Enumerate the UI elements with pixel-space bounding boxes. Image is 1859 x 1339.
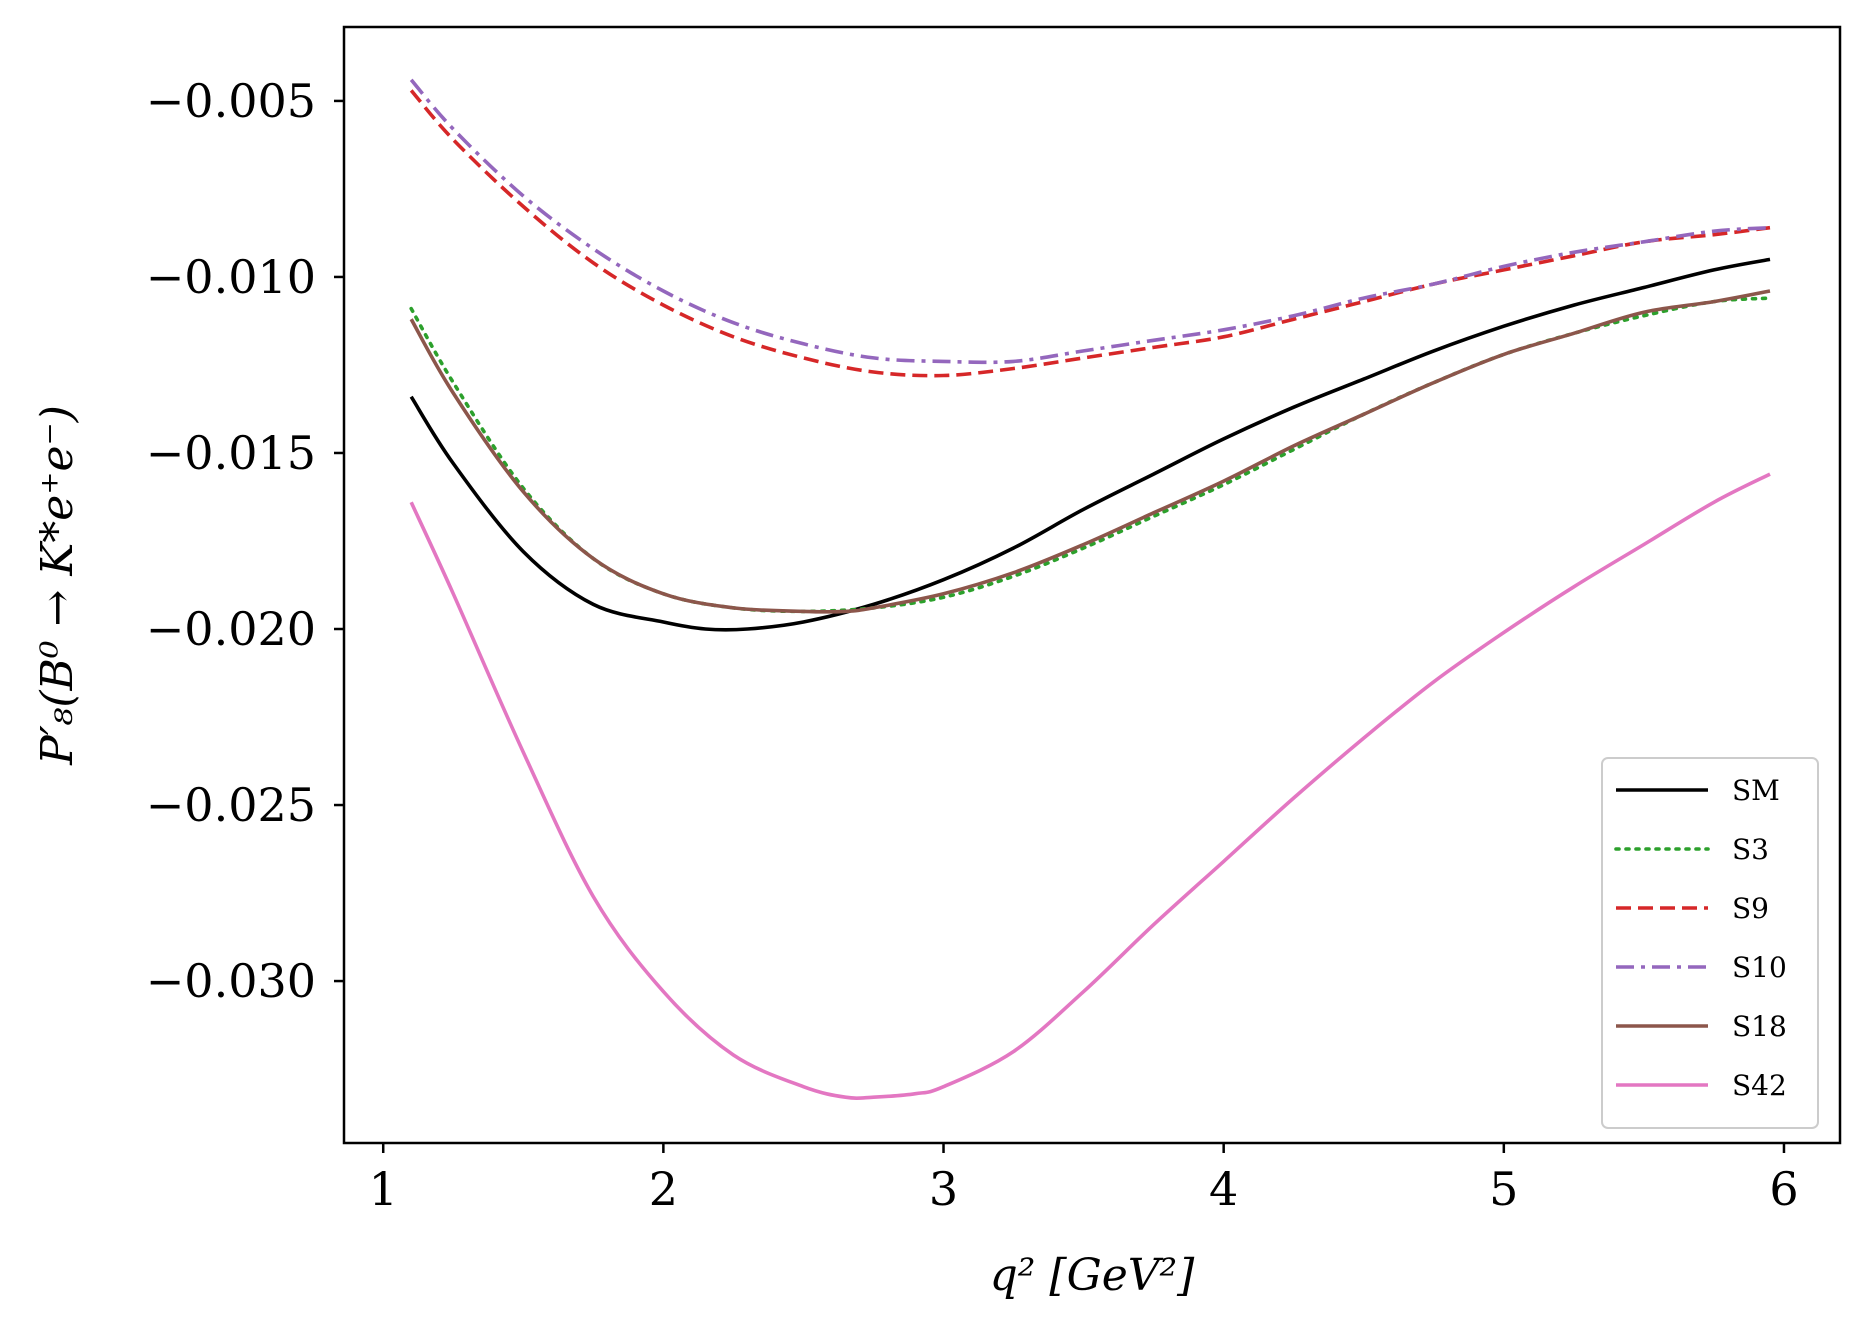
legend: SM S3 S9 S10 S18 S42: [1601, 757, 1819, 1129]
y-tick-label: −0.025: [146, 778, 316, 832]
y-tick-label: −0.020: [146, 602, 316, 656]
series-line-s9: [409, 89, 1771, 378]
y-tick-label: −0.010: [146, 250, 316, 304]
plot-frame: [342, 25, 1842, 1145]
x-tick-label: 6: [1769, 1162, 1798, 1216]
legend-label-s18: S18: [1732, 1010, 1787, 1043]
series-line-s10: [409, 78, 1771, 365]
x-tick-label: 5: [1489, 1162, 1518, 1216]
y-axis-label: P′₈(B⁰ → K*e⁺e⁻): [32, 405, 83, 766]
legend-label-sm: SM: [1732, 774, 1780, 807]
x-tick-label: 4: [1209, 1162, 1238, 1216]
series-line-s42: [409, 472, 1771, 1100]
legend-label-s42: S42: [1732, 1069, 1787, 1102]
y-tick-label: −0.030: [146, 954, 316, 1008]
x-tick-label: 2: [649, 1162, 678, 1216]
ticks: 1 2 3 4 5 6 −0.005 −0.010 −0.015 −0.020 −0.025 −0.0…: [146, 74, 1799, 1216]
x-tick-label: 3: [929, 1162, 958, 1216]
y-tick-label: −0.005: [146, 74, 316, 128]
y-tick-label: −0.015: [146, 426, 316, 480]
legend-label-s9: S9: [1732, 892, 1769, 925]
x-axis-label: q² [GeV²]: [990, 1250, 1196, 1301]
legend-label-s3: S3: [1732, 833, 1769, 866]
series-line-sm: [409, 257, 1771, 632]
series-line-s18: [409, 289, 1771, 614]
x-tick-label: 1: [369, 1162, 398, 1216]
series-line-s3: [409, 296, 1772, 614]
series-lines: [409, 78, 1772, 1100]
legend-label-s10: S10: [1732, 951, 1787, 984]
